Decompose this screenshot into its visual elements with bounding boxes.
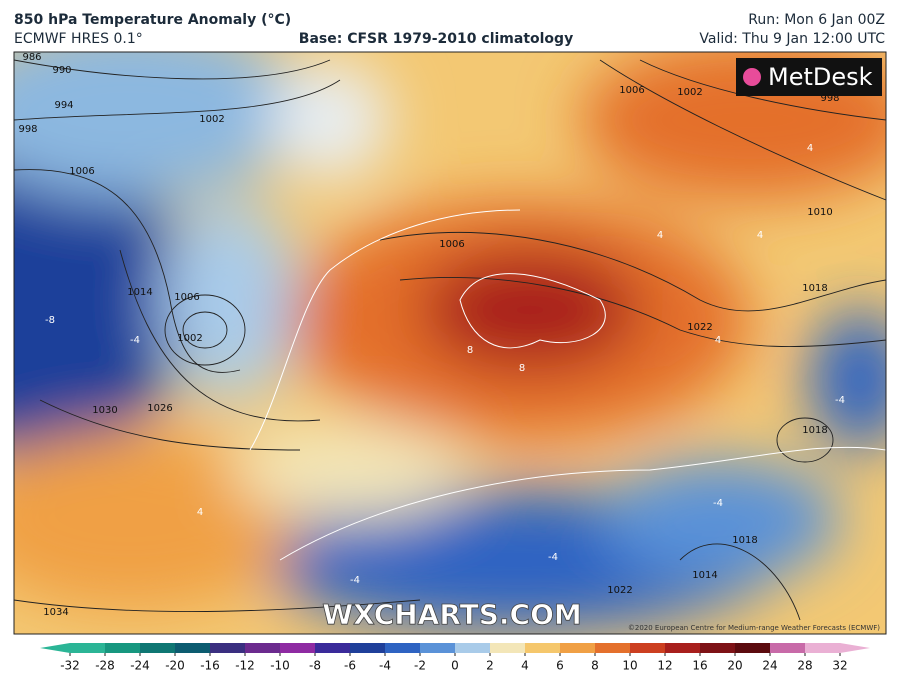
- isobar-label: 1010: [807, 207, 832, 218]
- anomaly-label: -4: [713, 498, 723, 509]
- colorbar-label: 12: [657, 659, 672, 673]
- colorbar-cell: [490, 643, 526, 653]
- colorbar-cell: [700, 643, 736, 653]
- isobar-label: 1022: [687, 322, 712, 333]
- logo-icon: [743, 68, 761, 86]
- anomaly-label: 4: [757, 230, 763, 241]
- title: 850 hPa Temperature Anomaly (°C): [14, 12, 291, 28]
- colorbar-cell: [805, 643, 841, 653]
- colorbar-end: [840, 643, 870, 653]
- colorbar: -32 -28 -24 -20 -16 -12 -10 -8 -6 -4 -2 0 2 4 6 8 10 12 16…: [40, 643, 870, 673]
- isobar-label: 998: [18, 124, 37, 135]
- map: [14, 52, 886, 634]
- isobar-label: 1018: [732, 535, 757, 546]
- labels: 986 990 994 998 1002 1006 1006 1002 1014 1030 1026…: [18, 52, 845, 618]
- colorbar-label: -6: [344, 659, 356, 673]
- colorbar-label: -32: [60, 659, 80, 673]
- isobar-label: 1006: [69, 166, 94, 177]
- anomaly-label: -4: [548, 552, 558, 563]
- colorbar-label: -28: [95, 659, 115, 673]
- isobar-label: 1002: [199, 114, 224, 125]
- colorbar-label: -2: [414, 659, 426, 673]
- isobar-label: 1018: [802, 425, 827, 436]
- colorbar-label: 28: [797, 659, 812, 673]
- map-frame: [13, 51, 887, 635]
- anomaly-label: 4: [715, 335, 721, 346]
- base: Base: CFSR 1979-2010 climatology: [299, 31, 573, 47]
- colorbar-label: -24: [130, 659, 150, 673]
- colorbar-cell: [665, 643, 701, 653]
- colorbar-label: -16: [200, 659, 220, 673]
- colorbar-label: 0: [451, 659, 459, 673]
- colorbar-label: -8: [309, 659, 321, 673]
- isobar-label: 1014: [692, 570, 717, 581]
- anomaly-label: -4: [350, 575, 360, 586]
- colorbar-cell: [525, 643, 561, 653]
- colorbar-label: 2: [486, 659, 494, 673]
- colorbar-cell: [630, 643, 666, 653]
- model: ECMWF HRES 0.1°: [14, 31, 143, 47]
- isobar-label: 1006: [439, 239, 464, 250]
- isobar-label: 1026: [147, 403, 172, 414]
- colorbar-label: 16: [692, 659, 707, 673]
- anomaly-label: -8: [45, 315, 55, 326]
- isobar-label: 1018: [802, 283, 827, 294]
- valid: Valid: Thu 9 Jan 12:00 UTC: [699, 31, 885, 47]
- anomaly-label: 4: [197, 507, 203, 518]
- anomaly-label: 8: [467, 345, 473, 356]
- colorbar-label: 4: [521, 659, 529, 673]
- colorbar-cell: [595, 643, 631, 653]
- colorbar-label: -10: [270, 659, 290, 673]
- isobar-label: 1006: [174, 292, 199, 303]
- colorbar-cell: [735, 643, 771, 653]
- watermark: WXCHARTS.COM: [322, 598, 582, 631]
- colorbar-label: 24: [762, 659, 777, 673]
- colorbar-label: 8: [591, 659, 599, 673]
- colorbar-cell: [420, 643, 456, 653]
- colorbar-cell: [385, 643, 421, 653]
- colorbar-label: -20: [165, 659, 185, 673]
- colorbar-cell: [245, 643, 281, 653]
- colorbar-cell: [770, 643, 806, 653]
- colorbar-label: 10: [622, 659, 637, 673]
- colorbar-cell: [105, 643, 141, 653]
- isobar-label: 1034: [43, 607, 68, 618]
- colorbar-cell: [455, 643, 491, 653]
- colorbar-cell: [210, 643, 246, 653]
- colorbar-label: 6: [556, 659, 564, 673]
- colorbar-cell: [70, 643, 106, 653]
- isobar-label: 994: [54, 100, 73, 111]
- colorbar-cell: [175, 643, 211, 653]
- colorbar-cell: [560, 643, 596, 653]
- colorbar-label: 32: [832, 659, 847, 673]
- isobar-label: 1006: [619, 85, 644, 96]
- isobar-label: 1002: [177, 333, 202, 344]
- logo: MetDesk: [768, 63, 873, 91]
- isobar-label: 1022: [607, 585, 632, 596]
- copyright: ©2020 European Centre for Medium-range W…: [628, 624, 880, 632]
- isobar-label: 986: [22, 52, 41, 63]
- anomaly-label: -4: [835, 395, 845, 406]
- anomaly-label: -4: [130, 335, 140, 346]
- isobar-label: 998: [820, 93, 839, 104]
- anomaly-label: 4: [657, 230, 663, 241]
- colorbar-cell: [140, 643, 176, 653]
- run: Run: Mon 6 Jan 00Z: [748, 12, 885, 28]
- colorbar-end: [40, 643, 70, 653]
- colorbar-label: -12: [235, 659, 255, 673]
- anomaly-label: 4: [807, 143, 813, 154]
- colorbar-cell: [350, 643, 386, 653]
- colorbar-cell: [315, 643, 351, 653]
- colorbar-label: -4: [379, 659, 391, 673]
- colorbar-label: 20: [727, 659, 742, 673]
- anomaly-label: 8: [519, 363, 525, 374]
- colorbar-cell: [280, 643, 316, 653]
- isobar-label: 1002: [677, 87, 702, 98]
- isobar-label: 990: [52, 65, 71, 76]
- isobar-label: 1030: [92, 405, 117, 416]
- isobar-label: 1014: [127, 287, 152, 298]
